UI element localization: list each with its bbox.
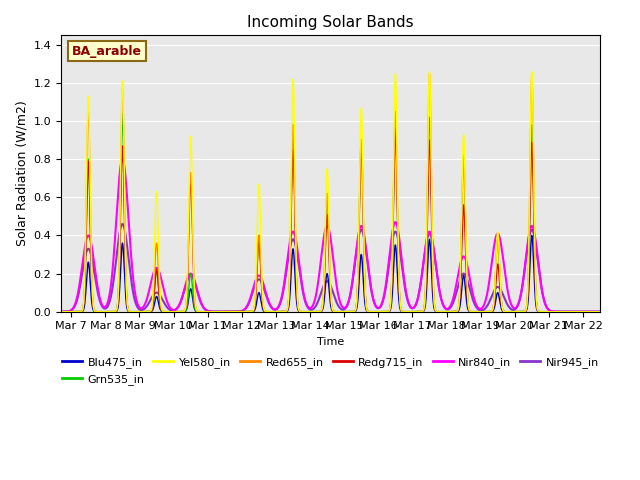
Redg715_in	[51, 309, 58, 314]
Yel580_in	[425, 76, 433, 82]
Red655_in	[135, 309, 143, 314]
Yel580_in	[630, 309, 638, 314]
Redg715_in	[600, 309, 608, 314]
Grn535_in	[527, 169, 534, 175]
Yel580_in	[135, 309, 143, 314]
Nir840_in	[182, 279, 190, 285]
Legend: Blu475_in, Grn535_in, Yel580_in, Red655_in, Redg715_in, Nir840_in, Nir945_in: Blu475_in, Grn535_in, Yel580_in, Red655_…	[58, 353, 604, 389]
Red655_in	[182, 300, 190, 305]
Blu475_in	[51, 309, 58, 314]
Grn535_in	[425, 119, 433, 125]
Nir945_in	[527, 229, 534, 235]
Yel580_in	[527, 130, 534, 135]
Redg715_in	[182, 300, 190, 306]
Grn535_in	[51, 309, 58, 314]
Redg715_in	[535, 309, 543, 314]
Line: Yel580_in: Yel580_in	[54, 72, 634, 312]
Grn535_in	[535, 309, 543, 314]
Line: Redg715_in: Redg715_in	[54, 131, 634, 312]
Text: BA_arable: BA_arable	[72, 45, 142, 58]
Nir840_in	[425, 229, 433, 235]
Nir840_in	[527, 225, 534, 231]
Blu475_in	[425, 239, 433, 244]
Blu475_in	[630, 309, 638, 314]
Nir840_in	[135, 303, 143, 309]
Blu475_in	[182, 307, 190, 313]
Nir945_in	[135, 306, 143, 312]
Blu475_in	[108, 309, 115, 314]
X-axis label: Time: Time	[317, 337, 344, 347]
Nir840_in	[535, 267, 543, 273]
Nir840_in	[630, 309, 638, 314]
Grn535_in	[630, 309, 638, 314]
Grn535_in	[108, 309, 115, 314]
Yel580_in	[108, 309, 115, 314]
Nir840_in	[51, 309, 58, 314]
Nir945_in	[51, 309, 58, 314]
Y-axis label: Solar Radiation (W/m2): Solar Radiation (W/m2)	[15, 101, 28, 246]
Title: Incoming Solar Bands: Incoming Solar Bands	[247, 15, 414, 30]
Nir945_in	[425, 231, 433, 237]
Red655_in	[425, 78, 433, 84]
Yel580_in	[535, 309, 543, 314]
Nir840_in	[108, 280, 115, 286]
Nir945_in	[535, 269, 543, 275]
Red655_in	[600, 309, 608, 314]
Red655_in	[51, 309, 58, 314]
Grn535_in	[182, 306, 190, 312]
Yel580_in	[182, 297, 190, 303]
Nir945_in	[182, 280, 190, 286]
Red655_in	[535, 309, 543, 314]
Nir945_in	[118, 221, 126, 227]
Yel580_in	[51, 309, 58, 314]
Grn535_in	[118, 110, 126, 116]
Blu475_in	[527, 253, 534, 259]
Yel580_in	[426, 69, 433, 74]
Nir945_in	[630, 309, 638, 314]
Grn535_in	[135, 309, 143, 314]
Line: Nir945_in: Nir945_in	[54, 224, 634, 312]
Blu475_in	[528, 233, 536, 239]
Line: Nir840_in: Nir840_in	[54, 159, 634, 312]
Nir840_in	[118, 156, 126, 162]
Redg715_in	[527, 182, 534, 188]
Yel580_in	[600, 309, 608, 314]
Redg715_in	[135, 309, 143, 314]
Redg715_in	[425, 141, 433, 147]
Blu475_in	[135, 309, 143, 314]
Red655_in	[426, 71, 433, 76]
Nir945_in	[108, 292, 115, 298]
Line: Red655_in: Red655_in	[54, 73, 634, 312]
Red655_in	[108, 309, 115, 314]
Redg715_in	[630, 309, 638, 314]
Red655_in	[527, 132, 534, 138]
Redg715_in	[392, 128, 399, 133]
Redg715_in	[108, 309, 115, 314]
Line: Grn535_in: Grn535_in	[54, 113, 634, 312]
Line: Blu475_in: Blu475_in	[54, 236, 634, 312]
Grn535_in	[600, 309, 608, 314]
Blu475_in	[535, 309, 543, 314]
Red655_in	[630, 309, 638, 314]
Blu475_in	[600, 309, 608, 314]
